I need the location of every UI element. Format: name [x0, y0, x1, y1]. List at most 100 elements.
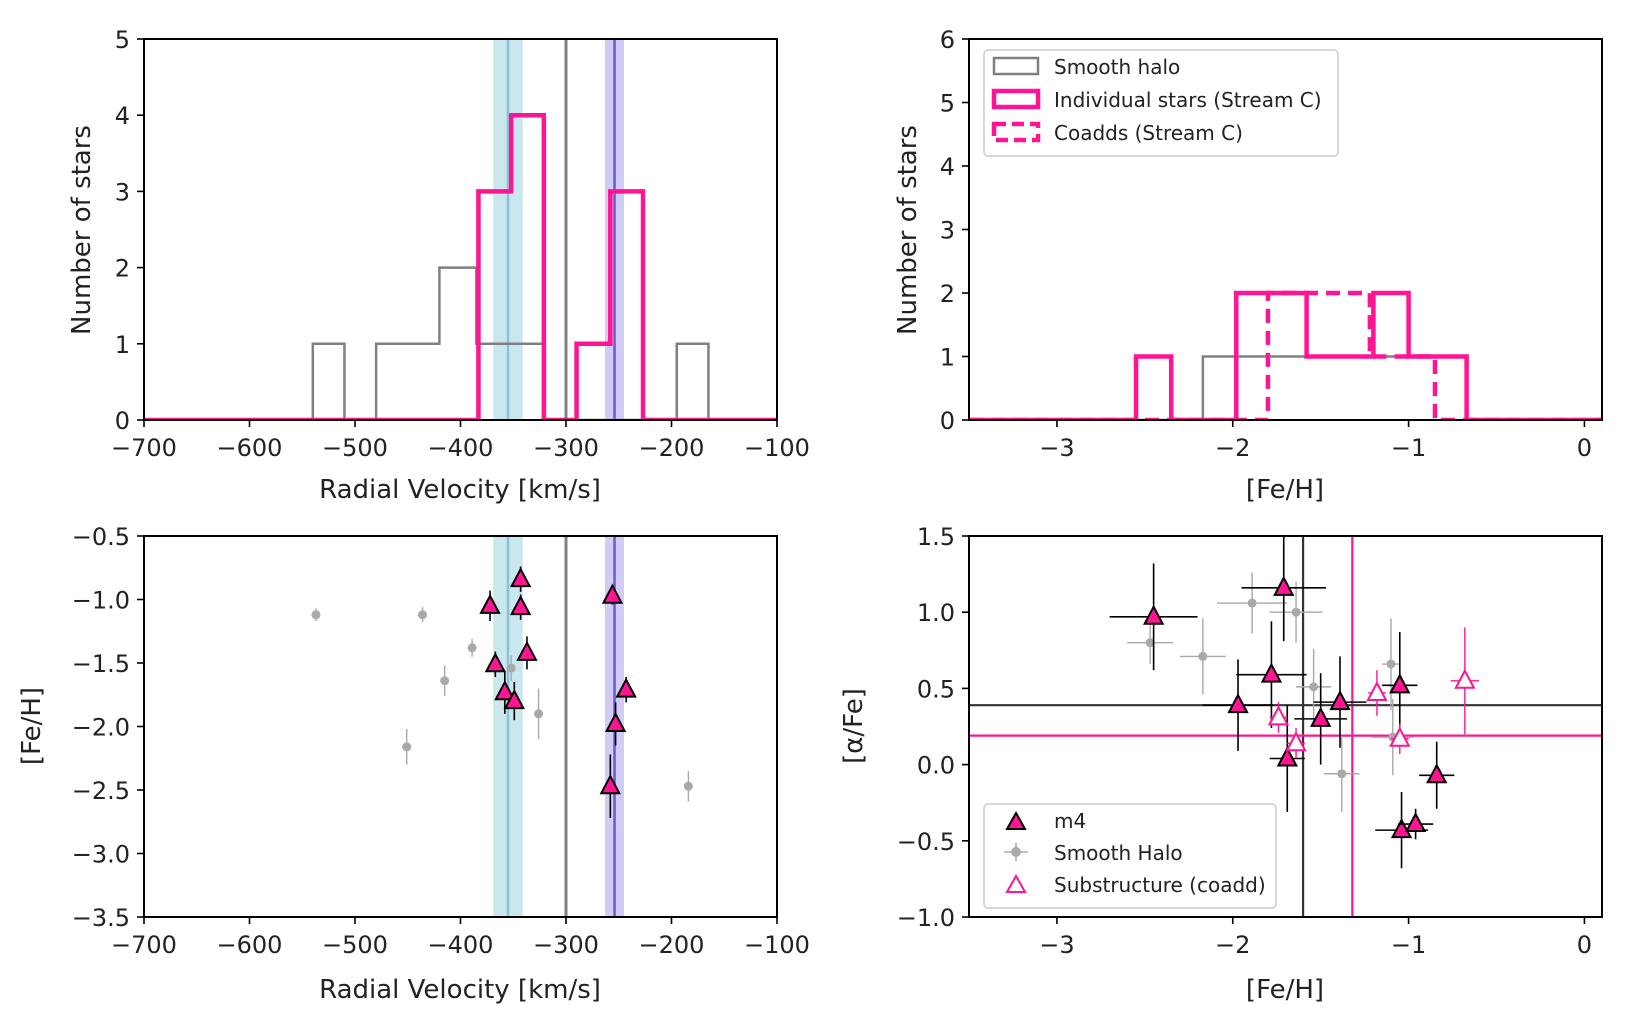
- y-tick-label: −0.5: [72, 523, 130, 551]
- feh-histogram-ylabel: Number of stars: [893, 125, 923, 335]
- smooth-halo-point: [1337, 769, 1347, 779]
- m4-point: [516, 640, 538, 661]
- smooth-halo-point: [1145, 638, 1155, 648]
- legend-swatch-coadds: [991, 121, 1041, 143]
- smooth-halo-point: [467, 643, 477, 653]
- x-tick-label: −1: [1391, 931, 1426, 959]
- x-tick-label: −600: [217, 931, 283, 959]
- plot-content: [969, 290, 1602, 420]
- legend-swatch-smooth-halo: [992, 56, 1040, 76]
- rv-feh-scatter-xlabel: Radial Velocity [km/s]: [319, 975, 601, 1005]
- y-tick-label: −3.5: [72, 904, 130, 932]
- y-tick-label: 0: [115, 407, 130, 435]
- x-tick-label: −400: [428, 434, 494, 462]
- smooth-halo-point: [1309, 682, 1319, 692]
- legend-label-substructure: Substructure (coadd): [1054, 873, 1266, 897]
- x-tick-label: −300: [533, 434, 599, 462]
- y-tick-label: 1: [940, 344, 955, 372]
- y-tick-label: 3: [115, 178, 130, 206]
- x-tick-label: 0: [1577, 931, 1592, 959]
- rv-feh-scatter-plot-area: −700 −600 −500 −400 −300 −200 −100 −3.5 −3.0 −2.5…: [72, 523, 810, 959]
- m4-point: [1142, 604, 1165, 625]
- rv-histogram-ylabel: Number of stars: [67, 125, 97, 335]
- histogram-step-individual-stars-stream-c-: [969, 290, 1602, 420]
- legend-marker-m4: [1005, 810, 1027, 830]
- x-tick-label: −100: [744, 931, 810, 959]
- m4-point: [1390, 817, 1413, 839]
- m4-point: [1404, 811, 1427, 833]
- feh-alpha-scatter-legend: m4 Smooth Halo Substructure (coadd): [983, 803, 1277, 909]
- y-tick-label: −3.0: [72, 841, 130, 869]
- y-tick-label: 3: [940, 217, 955, 245]
- rv-histogram-panel: −700 −600 −500 −400 −300 −200 −100 0 1 2 3 4 5 Radia…: [67, 26, 810, 505]
- feh-alpha-scatter-xlabel: [Fe/H]: [1246, 975, 1324, 1005]
- y-tick-label: −2.0: [72, 714, 130, 742]
- m4-point: [1329, 689, 1351, 711]
- m4-point: [1260, 662, 1283, 683]
- x-tick-label: −500: [322, 434, 388, 462]
- m4-point: [494, 680, 516, 701]
- feh-alpha-scatter-plot-area: −3 −2 −1 0 −1.0 −0.5 0.0 0.5 1.0 1.5: [897, 523, 1603, 959]
- feh-histogram-legend: Smooth halo Individual stars (Stream C) …: [983, 49, 1339, 157]
- feh-alpha-scatter-panel: −3 −2 −1 0 −1.0 −0.5 0.0 0.5 1.0 1.5 [Fe/H] [α/Fe…: [839, 523, 1603, 1005]
- legend-swatch-individual-stars: [991, 88, 1041, 110]
- x-tick-label: −2: [1215, 434, 1250, 462]
- rv-feh-scatter-ylabel: [Fe/H]: [17, 687, 47, 765]
- legend-label-coadds: Coadds (Stream C): [1054, 121, 1243, 145]
- m4-point: [479, 593, 501, 614]
- y-tick-label: −1.5: [72, 650, 130, 678]
- axes-frame: [968, 535, 1603, 918]
- smooth-halo-point: [506, 663, 516, 673]
- x-tick-label: −2: [1215, 931, 1250, 959]
- m4-point: [601, 583, 624, 604]
- m4-point: [1389, 673, 1411, 694]
- legend-label-m4: m4: [1054, 809, 1086, 833]
- smooth-halo-point: [1247, 598, 1257, 608]
- smooth-halo-point: [418, 610, 428, 620]
- m4-point: [1273, 575, 1295, 596]
- smooth-halo-point: [683, 781, 693, 791]
- smooth-halo-point: [311, 610, 321, 620]
- histogram-step-individual-stars-stream-c-: [144, 112, 777, 420]
- x-tick-label: −1: [1391, 434, 1426, 462]
- y-tick-label: 4: [115, 102, 130, 130]
- x-tick-label: −500: [322, 931, 388, 959]
- m4-point: [509, 567, 532, 588]
- x-tick-label: −700: [111, 434, 177, 462]
- m4-point: [484, 652, 506, 673]
- smooth-halo-point: [1198, 651, 1208, 661]
- legend-label-individual-stars: Individual stars (Stream C): [1054, 88, 1322, 112]
- feh-histogram-plot-area: −3 −2 −1 0 0 1 2 3 4 5 6: [940, 26, 1603, 462]
- y-tick-label: 0.0: [917, 752, 955, 780]
- smooth-halo-point: [402, 742, 412, 752]
- x-tick-label: −300: [533, 931, 599, 959]
- substructure-point: [1366, 680, 1388, 701]
- plot-content: [144, 39, 777, 420]
- x-tick-label: −200: [639, 931, 705, 959]
- legend-label-smooth-halo: Smooth halo: [1054, 55, 1180, 79]
- m4-point: [1426, 763, 1448, 784]
- y-tick-label: 5: [940, 90, 955, 118]
- m4-point: [615, 677, 637, 698]
- x-tick-label: −100: [744, 434, 810, 462]
- feh-histogram-panel: −3 −2 −1 0 0 1 2 3 4 5 6 [Fe/H] Number of stars Sm…: [893, 26, 1603, 505]
- y-tick-label: 2: [940, 280, 955, 308]
- x-tick-label: −400: [428, 931, 494, 959]
- y-tick-label: 2: [115, 255, 130, 283]
- smooth-halo-point: [534, 709, 544, 719]
- y-tick-label: 4: [940, 153, 955, 181]
- legend-label-smooth-halo: Smooth Halo: [1054, 841, 1183, 865]
- x-tick-label: −3: [1039, 931, 1074, 959]
- plot-content: [311, 536, 693, 917]
- histogram-step-smooth-halo: [969, 355, 1602, 420]
- x-tick-label: 0: [1577, 434, 1592, 462]
- smooth-halo-point: [440, 676, 450, 686]
- x-tick-label: −3: [1039, 434, 1074, 462]
- y-tick-label: 1.0: [917, 599, 955, 627]
- y-tick-label: −1.0: [72, 587, 130, 615]
- m4-point: [1227, 693, 1249, 714]
- rv-histogram-plot-area: −700 −600 −500 −400 −300 −200 −100 0 1 2 3 4 5: [111, 26, 810, 462]
- m4-point: [1310, 706, 1332, 727]
